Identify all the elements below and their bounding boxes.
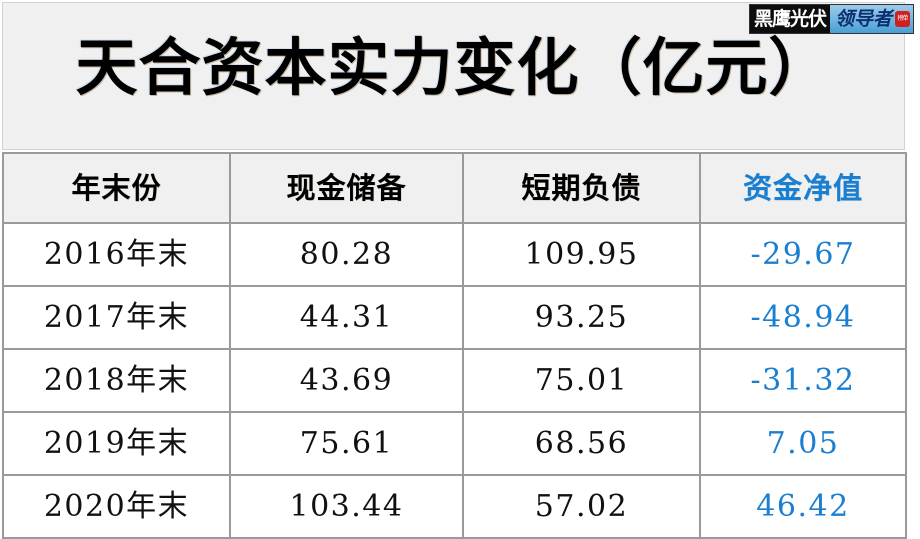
cell-value: 93.25	[534, 299, 629, 335]
cell-value: 44.31	[299, 299, 394, 335]
cell-cash: 44.31	[229, 285, 464, 350]
table-row: 2019年末 75.61 68.56 7.05	[2, 411, 907, 476]
cell-cash: 103.44	[229, 474, 464, 539]
cell-value: 2016年末	[43, 236, 190, 272]
cell-value: 109.95	[524, 236, 639, 272]
cell-value: 103.44	[289, 488, 404, 524]
table-header-row: 年末份 现金储备 短期负债 资金净值	[2, 152, 907, 224]
cell-value: 46.42	[756, 488, 850, 524]
cell-value: 80.28	[299, 236, 394, 272]
cell-value: 75.61	[299, 425, 394, 461]
cell-year: 2018年末	[2, 348, 231, 413]
cell-net: -29.67	[699, 222, 907, 287]
cell-year: 2019年末	[2, 411, 231, 476]
column-header-cash: 现金储备	[229, 152, 464, 224]
page-title: 天合资本实力变化（亿元）	[75, 31, 832, 104]
cell-year: 2016年末	[2, 222, 231, 287]
cell-value: 75.01	[534, 362, 629, 398]
column-header-year: 年末份	[2, 152, 231, 224]
cell-debt: 68.56	[462, 411, 701, 476]
cell-value: -31.32	[750, 362, 856, 398]
cell-debt: 57.02	[462, 474, 701, 539]
cell-value: -48.94	[750, 299, 856, 335]
cell-value: 2018年末	[43, 362, 190, 398]
column-header-net: 资金净值	[699, 152, 907, 224]
table-row: 2018年末 43.69 75.01 -31.32	[2, 348, 907, 413]
cell-net: -31.32	[699, 348, 907, 413]
column-header-label: 短期负债	[521, 171, 642, 205]
table-row: 2016年末 80.28 109.95 -29.67	[2, 222, 907, 287]
cell-net: 7.05	[699, 411, 907, 476]
cell-value: 68.56	[534, 425, 629, 461]
cell-year: 2017年末	[2, 285, 231, 350]
cell-cash: 80.28	[229, 222, 464, 287]
cell-value: 2020年末	[43, 488, 190, 524]
seal-icon: 榜单	[895, 11, 910, 27]
logo-tagline: 领导者	[834, 8, 892, 30]
cell-value: 57.02	[534, 488, 629, 524]
cell-value: 7.05	[766, 425, 840, 461]
column-header-debt: 短期负债	[462, 152, 701, 224]
cell-cash: 75.61	[229, 411, 464, 476]
cell-net: -48.94	[699, 285, 907, 350]
column-header-label: 年末份	[71, 171, 162, 205]
cell-debt: 75.01	[462, 348, 701, 413]
cell-value: 43.69	[299, 362, 394, 398]
cell-year: 2020年末	[2, 474, 231, 539]
table-row: 2017年末 44.31 93.25 -48.94	[2, 285, 907, 350]
logo-tagline-block: 领导者 榜单	[829, 5, 913, 33]
cell-value: 2017年末	[43, 299, 190, 335]
data-table: 年末份 现金储备 短期负债 资金净值 2016年末 80.28	[2, 152, 907, 539]
table-row: 2020年末 103.44 57.02 46.42	[2, 474, 907, 539]
logo-brand-name: 黑鹰光伏	[749, 5, 830, 33]
brand-logo: 黑鹰光伏 领导者 榜单	[748, 4, 914, 34]
data-table-wrapper: 年末份 现金储备 短期负债 资金净值 2016年末 80.28	[2, 152, 907, 539]
cell-debt: 93.25	[462, 285, 701, 350]
cell-value: -29.67	[750, 236, 856, 272]
column-header-label: 现金储备	[286, 171, 407, 205]
column-header-label: 资金净值	[742, 171, 863, 205]
cell-value: 2019年末	[43, 425, 190, 461]
cell-net: 46.42	[699, 474, 907, 539]
cell-debt: 109.95	[462, 222, 701, 287]
cell-cash: 43.69	[229, 348, 464, 413]
